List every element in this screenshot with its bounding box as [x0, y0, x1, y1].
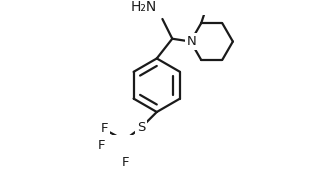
Text: N: N [186, 35, 196, 48]
Text: F: F [122, 155, 129, 168]
Text: F: F [101, 122, 109, 135]
Text: F: F [98, 139, 106, 152]
Text: S: S [137, 121, 146, 134]
Text: H₂N: H₂N [130, 0, 157, 14]
